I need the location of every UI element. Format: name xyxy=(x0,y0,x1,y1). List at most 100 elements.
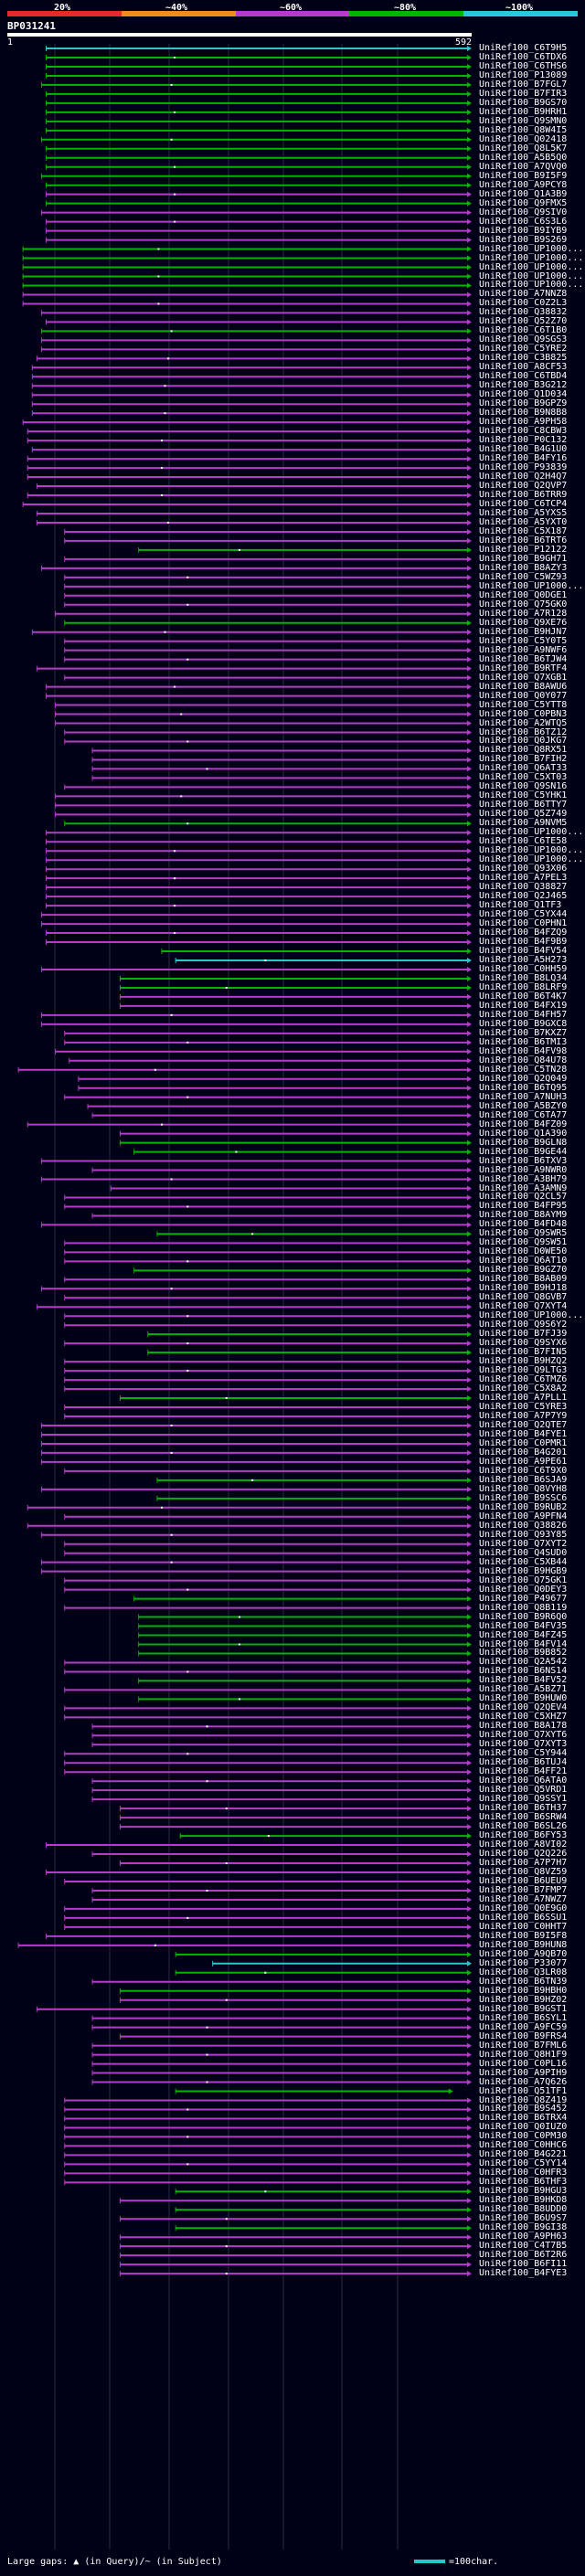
hit-row[interactable] xyxy=(64,1550,472,1556)
hit-label[interactable]: UniRef100_A5H273 xyxy=(479,955,568,965)
hit-label[interactable]: UniRef100_C5WZ93 xyxy=(479,571,568,582)
hit-row[interactable] xyxy=(40,1012,472,1018)
hit-row[interactable] xyxy=(27,1504,472,1511)
hit-row[interactable] xyxy=(64,1414,472,1419)
hit-row[interactable] xyxy=(45,228,472,234)
hit-label[interactable]: UniRef100_B9HGB9 xyxy=(479,1565,568,1576)
hit-label[interactable]: UniRef100_B9GPZ9 xyxy=(479,398,568,409)
hit-row[interactable] xyxy=(119,2243,472,2250)
hit-row[interactable] xyxy=(64,1905,472,1912)
hit-row[interactable] xyxy=(64,1203,472,1210)
hit-row[interactable] xyxy=(40,1222,472,1228)
hit-label[interactable]: UniRef100_UP1000... xyxy=(479,845,584,856)
hit-row[interactable] xyxy=(119,1140,472,1146)
hit-label[interactable]: UniRef100_Q9SIV0 xyxy=(479,207,568,217)
hit-label[interactable]: UniRef100_B9S269 xyxy=(479,234,568,245)
hit-label[interactable]: UniRef100_A5B5Q0 xyxy=(479,152,568,163)
hit-label[interactable]: UniRef100_C5Y0T5 xyxy=(479,635,568,646)
hit-row[interactable] xyxy=(36,355,472,362)
hit-row[interactable] xyxy=(91,1213,472,1219)
hit-row[interactable] xyxy=(45,839,472,845)
hit-label[interactable]: UniRef100_B4FV14 xyxy=(479,1638,568,1649)
hit-label[interactable]: UniRef100_Q38832 xyxy=(479,307,568,318)
hit-label[interactable]: UniRef100_Q6ATA0 xyxy=(479,1776,568,1786)
hit-label[interactable]: UniRef100_Q2Q226 xyxy=(479,1849,568,1860)
hit-row[interactable] xyxy=(45,684,472,690)
hit-label[interactable]: UniRef100_B6TN39 xyxy=(479,1976,568,1987)
hit-row[interactable] xyxy=(64,2161,472,2168)
hit-row[interactable] xyxy=(91,1851,472,1858)
hit-label[interactable]: UniRef100_B6TMI3 xyxy=(479,1036,568,1047)
hit-label[interactable]: UniRef100_B9HJN7 xyxy=(479,626,568,637)
hit-label[interactable]: UniRef100_B9S452 xyxy=(479,2104,568,2115)
hit-label[interactable]: UniRef100_B6THF3 xyxy=(479,2177,568,2188)
hit-label[interactable]: UniRef100_A9PIH9 xyxy=(479,2067,568,2078)
hit-row[interactable] xyxy=(64,2152,472,2158)
hit-label[interactable]: UniRef100_B7FML6 xyxy=(479,2040,568,2051)
hit-row[interactable] xyxy=(91,2051,472,2058)
hit-row[interactable] xyxy=(138,1696,472,1702)
hit-row[interactable] xyxy=(45,54,472,60)
hit-label[interactable]: UniRef100_A7NNZ8 xyxy=(479,289,568,300)
hit-label[interactable]: UniRef100_B9I5F9 xyxy=(479,170,568,181)
hit-label[interactable]: UniRef100_A9PE61 xyxy=(479,1456,568,1467)
hit-label[interactable]: UniRef100_B4FYE1 xyxy=(479,1428,568,1439)
hit-label[interactable]: UniRef100_B6TH37 xyxy=(479,1803,568,1814)
hit-row[interactable] xyxy=(119,2262,472,2268)
hit-row[interactable] xyxy=(64,583,472,589)
hit-label[interactable]: UniRef100_B7FMP7 xyxy=(479,1884,568,1895)
hit-label[interactable]: UniRef100_Q1A390 xyxy=(479,1128,568,1139)
hit-row[interactable] xyxy=(45,930,472,937)
hit-row[interactable] xyxy=(91,1896,472,1903)
hit-row[interactable] xyxy=(87,1103,472,1109)
hit-label[interactable]: UniRef100_Q0JKG7 xyxy=(479,736,568,747)
hit-row[interactable] xyxy=(64,638,472,644)
hit-label[interactable]: UniRef100_C6T9H5 xyxy=(479,43,568,53)
hit-label[interactable]: UniRef100_B4FD48 xyxy=(479,1219,568,1230)
hit-label[interactable]: UniRef100_B6SRW4 xyxy=(479,1812,568,1823)
hit-label[interactable]: UniRef100_Q0E9G0 xyxy=(479,1903,568,1913)
hit-label[interactable]: UniRef100_Q5Z749 xyxy=(479,809,568,820)
hit-label[interactable]: UniRef100_A7QVQ0 xyxy=(479,161,568,172)
hit-row[interactable] xyxy=(91,1112,472,1118)
hit-label[interactable]: UniRef100_A3BH79 xyxy=(479,1173,568,1184)
hit-label[interactable]: UniRef100_A7NWZ7 xyxy=(479,1893,568,1904)
hit-row[interactable] xyxy=(119,1395,472,1402)
hit-label[interactable]: UniRef100_B6T4K7 xyxy=(479,991,568,1002)
hit-row[interactable] xyxy=(161,949,472,955)
hit-row[interactable] xyxy=(36,510,472,516)
hit-row[interactable] xyxy=(119,1988,472,1994)
hit-label[interactable]: UniRef100_Q0IUZ0 xyxy=(479,2122,568,2133)
hit-row[interactable] xyxy=(64,1914,472,1921)
hit-row[interactable] xyxy=(69,1057,472,1064)
hit-row[interactable] xyxy=(45,182,472,188)
hit-label[interactable]: UniRef100_C5X187 xyxy=(479,525,568,536)
hit-row[interactable] xyxy=(133,1267,472,1274)
hit-row[interactable] xyxy=(64,1295,472,1301)
hit-row[interactable] xyxy=(55,610,472,617)
hit-row[interactable] xyxy=(55,1048,472,1055)
hit-row[interactable] xyxy=(27,429,472,435)
hit-label[interactable]: UniRef100_B9B852 xyxy=(479,1648,568,1659)
hit-row[interactable] xyxy=(64,1341,472,1347)
hit-row[interactable] xyxy=(17,1066,472,1073)
hit-label[interactable]: UniRef100_C0HHC6 xyxy=(479,2140,568,2151)
hit-row[interactable] xyxy=(156,1495,472,1501)
hit-row[interactable] xyxy=(64,647,472,653)
hit-row[interactable] xyxy=(91,1787,472,1794)
hit-row[interactable] xyxy=(64,821,472,827)
hit-row[interactable] xyxy=(91,2070,472,2076)
hit-row[interactable] xyxy=(45,875,472,882)
hit-row[interactable] xyxy=(36,665,472,672)
hit-label[interactable]: UniRef100_UP1000... xyxy=(479,270,584,281)
hit-row[interactable] xyxy=(138,1678,472,1684)
hit-row[interactable] xyxy=(64,574,472,580)
hit-row[interactable] xyxy=(64,656,472,663)
hit-label[interactable]: UniRef100_B9GXC8 xyxy=(479,1018,568,1029)
hit-row[interactable] xyxy=(64,1386,472,1393)
hit-label[interactable]: UniRef100_B8AB09 xyxy=(479,1274,568,1285)
hit-label[interactable]: UniRef100_B8AZY3 xyxy=(479,562,568,573)
hit-label[interactable]: UniRef100_C0PBN3 xyxy=(479,708,568,719)
hit-label[interactable]: UniRef100_Q8Z419 xyxy=(479,2094,568,2105)
hit-row[interactable] xyxy=(64,592,472,599)
